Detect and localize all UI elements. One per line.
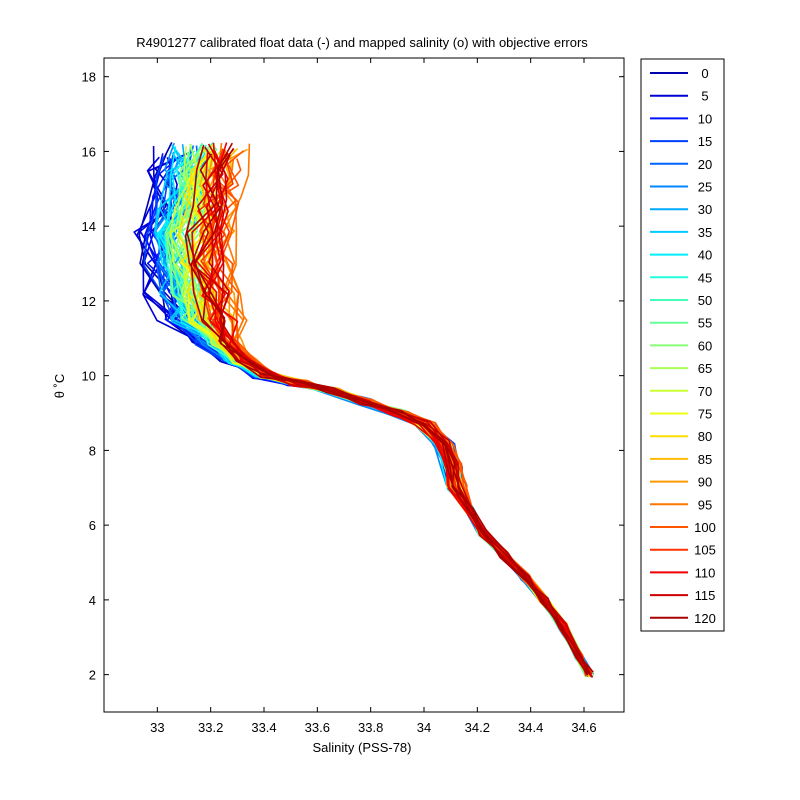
x-axis: 33 33.2 33.4 33.6 33.8 34 34.2 34.4 34.6	[150, 58, 597, 735]
profile-line-cycle-120	[193, 153, 591, 675]
profile-line-cycle-120	[190, 147, 589, 676]
x-tick-label: 34.4	[518, 720, 543, 735]
y-axis: 2 4 6 8 10 12 14 16 18	[82, 70, 624, 683]
legend-label: 80	[698, 429, 712, 444]
legend-label: 75	[698, 407, 712, 422]
legend-label: 40	[698, 248, 712, 263]
chart-title: R4901277 calibrated float data (-) and m…	[136, 35, 588, 50]
legend-label: 105	[694, 543, 716, 558]
x-tick-label: 34.6	[571, 720, 596, 735]
x-tick-label: 34.2	[465, 720, 490, 735]
legend-label: 60	[698, 338, 712, 353]
legend-label: 90	[698, 475, 712, 490]
x-tick-label: 33.2	[198, 720, 223, 735]
legend-label: 120	[694, 611, 716, 626]
y-tick-label: 6	[89, 518, 96, 533]
y-tick-label: 10	[82, 369, 96, 384]
y-axis-label: θ ˚C	[52, 374, 67, 399]
legend-label: 65	[698, 361, 712, 376]
x-tick-label: 33	[150, 720, 164, 735]
legend-label: 85	[698, 452, 712, 467]
legend-label: 95	[698, 497, 712, 512]
y-tick-label: 16	[82, 144, 96, 159]
y-tick-label: 14	[82, 219, 96, 234]
y-tick-label: 18	[82, 70, 96, 85]
plot-area: 33 33.2 33.4 33.6 33.8 34 34.2 34.4 34.6 2 4 6 8 10 1…	[82, 57, 625, 735]
plot-frame	[103, 57, 625, 713]
legend-label: 5	[701, 89, 708, 104]
profiles-layer	[133, 141, 594, 678]
legend-label: 20	[698, 157, 712, 172]
legend-label: 10	[698, 111, 712, 126]
legend-label: 70	[698, 384, 712, 399]
legend-label: 0	[701, 66, 708, 81]
x-tick-label: 33.4	[251, 720, 276, 735]
x-tick-label: 33.6	[305, 720, 330, 735]
legend-label: 25	[698, 180, 712, 195]
legend-label: 115	[695, 588, 716, 603]
x-axis-label: Salinity (PSS-78)	[313, 740, 412, 755]
legend-label: 45	[698, 270, 712, 285]
legend-label: 55	[698, 316, 712, 331]
y-tick-label: 4	[89, 593, 96, 608]
legend-label: 30	[698, 202, 712, 217]
y-tick-label: 12	[82, 294, 96, 309]
legend-label: 100	[694, 520, 716, 535]
legend-label: 35	[698, 225, 712, 240]
x-tick-label: 33.8	[358, 720, 383, 735]
legend-entries: 0 5 10 15 20 25 30 35 40 45 50 55 60 65 70 75 80 85 90 95 10…	[650, 66, 716, 626]
x-tick-label: 34	[417, 720, 431, 735]
y-tick-label: 2	[89, 668, 96, 683]
legend-label: 110	[695, 565, 716, 580]
legend-label: 50	[698, 293, 712, 308]
legend: 0 5 10 15 20 25 30 35 40 45 50 55 60 65 70 75 80 85 90 95 10…	[640, 58, 725, 632]
y-tick-label: 8	[89, 443, 96, 458]
legend-label: 15	[698, 134, 712, 149]
profile-line-cycle-120	[184, 144, 594, 673]
